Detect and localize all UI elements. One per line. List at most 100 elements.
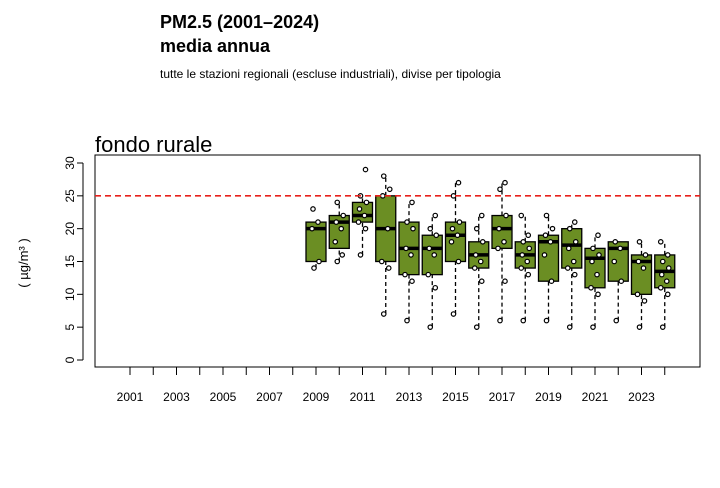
data-point xyxy=(404,219,410,225)
data-point xyxy=(477,258,484,265)
boxes xyxy=(305,166,676,330)
data-point xyxy=(659,258,666,265)
data-point xyxy=(478,212,485,219)
data-point xyxy=(618,278,625,285)
data-point xyxy=(426,245,433,252)
data-point xyxy=(339,252,346,258)
data-point xyxy=(472,252,479,258)
data-point xyxy=(664,291,671,298)
data-point xyxy=(379,193,386,199)
data-point xyxy=(334,199,341,206)
data-point xyxy=(427,225,434,232)
data-point xyxy=(543,212,550,219)
data-point xyxy=(497,317,503,324)
x-tick-label: 2005 xyxy=(210,390,237,404)
data-point xyxy=(612,239,619,245)
data-point xyxy=(595,232,601,239)
data-point xyxy=(386,186,393,193)
data-point xyxy=(402,271,408,278)
data-point xyxy=(456,219,463,225)
data-point xyxy=(657,239,664,245)
data-point xyxy=(520,317,527,324)
data-point xyxy=(311,265,317,271)
box-2020 xyxy=(561,219,583,330)
data-point xyxy=(334,258,341,265)
data-point xyxy=(519,252,526,258)
box-2011 xyxy=(351,166,374,258)
x-tick-label: 2011 xyxy=(350,390,376,404)
data-point xyxy=(380,311,387,317)
data-point xyxy=(665,265,672,271)
data-point xyxy=(357,252,364,258)
data-point xyxy=(362,166,369,173)
x-tick-label: 2015 xyxy=(442,390,469,404)
data-point xyxy=(565,245,572,252)
x-tick-label: 2023 xyxy=(628,390,655,404)
data-point xyxy=(432,212,439,219)
data-point xyxy=(589,258,595,265)
x-tick-label: 2001 xyxy=(117,390,144,404)
data-point xyxy=(636,239,643,245)
chart-title: PM2.5 (2001–2024) xyxy=(160,12,320,32)
data-point xyxy=(502,179,508,186)
data-point xyxy=(478,278,485,285)
data-point xyxy=(410,225,416,232)
data-point xyxy=(454,232,461,239)
data-point xyxy=(310,206,316,212)
data-point xyxy=(542,232,549,239)
data-point xyxy=(338,225,345,232)
data-point xyxy=(333,219,340,225)
y-axis: 0 5 10 15 20 25 30 xyxy=(63,156,84,363)
data-point xyxy=(635,258,642,265)
data-point xyxy=(547,239,554,245)
data-point xyxy=(309,225,315,232)
data-point xyxy=(595,291,601,298)
data-point xyxy=(525,232,532,239)
data-point xyxy=(572,239,579,245)
data-point xyxy=(449,225,456,232)
box-2010 xyxy=(328,199,350,265)
data-point xyxy=(526,245,533,252)
y-tick-label: 25 xyxy=(63,189,77,203)
data-point xyxy=(543,317,550,324)
box-2024 xyxy=(654,239,676,330)
data-point xyxy=(518,265,525,271)
data-point xyxy=(404,317,410,324)
x-axis: 2001 2003 2005 2007 2009 2011 2013 2015 2017 2019… xyxy=(117,367,666,404)
data-point xyxy=(659,324,666,330)
data-point xyxy=(525,271,532,278)
data-point xyxy=(340,212,347,219)
box-iqr xyxy=(584,247,606,289)
data-point xyxy=(640,265,647,271)
data-point xyxy=(518,212,525,219)
data-point xyxy=(664,252,671,258)
box-2009 xyxy=(305,206,327,271)
data-point xyxy=(433,232,440,239)
data-point xyxy=(425,271,432,278)
data-point xyxy=(520,239,527,245)
data-point xyxy=(564,265,571,271)
data-point xyxy=(566,324,573,330)
plot-frame xyxy=(94,154,701,368)
box-iqr xyxy=(444,221,467,263)
x-tick-label: 2019 xyxy=(535,390,562,404)
box-iqr xyxy=(630,254,653,295)
data-point xyxy=(455,179,462,186)
data-point xyxy=(385,265,392,271)
data-point xyxy=(590,245,596,252)
box-iqr xyxy=(491,214,513,250)
data-point xyxy=(590,324,596,330)
data-point xyxy=(541,252,548,258)
data-point xyxy=(495,245,501,252)
data-point xyxy=(450,311,457,317)
box-2021 xyxy=(584,232,606,330)
x-tick-label: 2021 xyxy=(582,390,609,404)
y-tick-label: 5 xyxy=(63,324,77,331)
y-tick-label: 30 xyxy=(63,156,77,170)
x-tick-label: 2007 xyxy=(256,390,283,404)
data-point xyxy=(502,278,508,285)
data-point xyxy=(663,278,670,285)
box-2014 xyxy=(421,212,443,330)
data-point xyxy=(588,284,594,291)
